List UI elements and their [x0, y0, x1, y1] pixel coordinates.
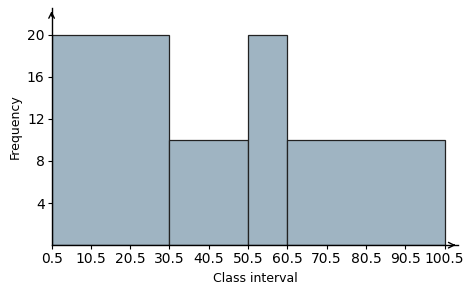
Bar	[52, 35, 170, 245]
Y-axis label: Frequency: Frequency	[9, 94, 21, 159]
Bar	[170, 140, 248, 245]
Bar	[248, 35, 287, 245]
X-axis label: Class interval: Class interval	[212, 272, 297, 285]
Bar	[287, 140, 445, 245]
